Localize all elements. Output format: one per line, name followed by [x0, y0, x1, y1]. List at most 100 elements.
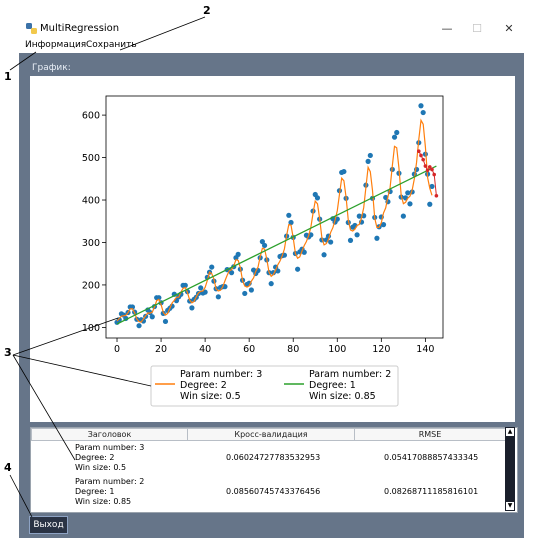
y-tick-label: 400 [82, 196, 100, 207]
data-point [235, 251, 241, 257]
forecast-point [416, 149, 421, 153]
data-point [321, 252, 327, 258]
x-tick-label: 140 [416, 344, 434, 355]
data-point [365, 158, 371, 164]
data-point [215, 294, 221, 300]
data-point [275, 268, 281, 274]
data-point [380, 222, 387, 228]
legend-1-win: Win size: 0.5 [180, 391, 241, 402]
data-point [182, 282, 188, 288]
callout-line-1 [9, 51, 37, 71]
data-point [374, 235, 380, 241]
forecast-point [434, 193, 439, 198]
data-point [295, 266, 301, 272]
data-point [202, 289, 208, 295]
python-app-icon [26, 23, 37, 34]
row1-rmse: 0.05417088857433345 [384, 453, 479, 462]
annotation-1: 1 [4, 70, 12, 83]
data-point [405, 190, 411, 196]
x-tick-label: 40 [199, 344, 211, 355]
data-point [328, 239, 334, 245]
row1-title-line2: Degree: 2 [75, 453, 115, 462]
data-point [248, 287, 254, 293]
title-bar [19, 19, 524, 39]
data-point [391, 134, 398, 140]
annotation-3: 3 [4, 346, 12, 359]
data-point [341, 168, 347, 175]
legend-2-win: Win size: 0.85 [309, 391, 376, 402]
menu-info[interactable]: Информация [25, 40, 87, 50]
scroll-up-icon[interactable]: ▲ [506, 428, 514, 436]
degree2-fit-line [116, 118, 433, 323]
data-point [354, 232, 360, 238]
forecast-point [419, 153, 423, 158]
exit-button[interactable]: Выход [29, 516, 68, 534]
x-tick-label: 0 [114, 344, 120, 355]
y-tick-label: 500 [82, 153, 100, 164]
data-point [427, 201, 433, 207]
data-point [156, 295, 162, 301]
minimize-button[interactable]: — [441, 22, 453, 35]
forecast-point [427, 165, 432, 169]
data-point [286, 212, 292, 218]
header-cross-validation[interactable]: Кросс-валидация [187, 428, 355, 441]
legend-1-title: Param number: 3 [180, 369, 262, 380]
data-point [314, 195, 321, 201]
forecast-point [425, 168, 430, 173]
table-scrollbar[interactable]: ▲ ▼ [505, 427, 515, 511]
plot-panel [30, 76, 515, 422]
window-title: MultiRegression [40, 23, 120, 34]
callout-line-3b [12, 354, 152, 387]
row1-cv: 0.06024727783532953 [226, 453, 321, 462]
callout-line-3a [12, 317, 119, 356]
scroll-down-icon[interactable]: ▼ [506, 502, 514, 510]
data-point [162, 318, 169, 325]
data-point [407, 201, 413, 207]
close-button[interactable]: ✕ [504, 22, 514, 35]
maximize-button[interactable]: ☐ [472, 22, 482, 35]
graph-label: График: [32, 63, 71, 73]
data-point [136, 323, 142, 329]
menu-save[interactable]: Сохранить [86, 40, 137, 50]
plot-area [105, 95, 444, 339]
callout-line-4 [9, 474, 33, 518]
data-point [418, 103, 424, 109]
data-point [429, 183, 435, 190]
forecast-point [423, 164, 428, 168]
row1-title-line1: Param number: 3 [75, 443, 145, 452]
row2-title-line1: Param number: 2 [75, 477, 145, 486]
row1-title-line3: Win size: 0.5 [75, 463, 127, 472]
menu-bar [19, 39, 524, 53]
row2-title-line3: Win size: 0.85 [75, 497, 132, 506]
data-point [347, 237, 354, 243]
data-point [242, 290, 248, 297]
forecast-point [421, 157, 425, 162]
legend-2-degree: Degree: 1 [309, 380, 356, 391]
results-table[interactable] [30, 427, 518, 513]
x-tick-label: 20 [155, 344, 167, 355]
data-point [198, 285, 204, 291]
row2-title-line2: Degree: 1 [75, 487, 115, 496]
row2-cv: 0.08560745743376456 [226, 487, 321, 496]
y-tick-label: 300 [82, 238, 100, 249]
forecast-point [432, 172, 436, 177]
data-point [301, 249, 307, 255]
annotation-2: 2 [203, 4, 211, 17]
callout-line-2 [119, 16, 206, 51]
data-point [228, 270, 235, 276]
data-point [149, 314, 155, 320]
callout-line-3c [12, 354, 76, 461]
data-point [189, 305, 195, 311]
data-point [394, 129, 400, 136]
data-point [400, 213, 406, 219]
y-tick-label: 100 [82, 323, 100, 334]
y-tick-label: 200 [82, 280, 100, 291]
header-title[interactable]: Заголовок [31, 428, 188, 441]
data-point [259, 239, 265, 245]
x-tick-label: 100 [328, 344, 346, 355]
data-point [288, 219, 294, 226]
data-point [356, 213, 362, 219]
data-point [209, 264, 215, 270]
data-point [140, 318, 147, 324]
